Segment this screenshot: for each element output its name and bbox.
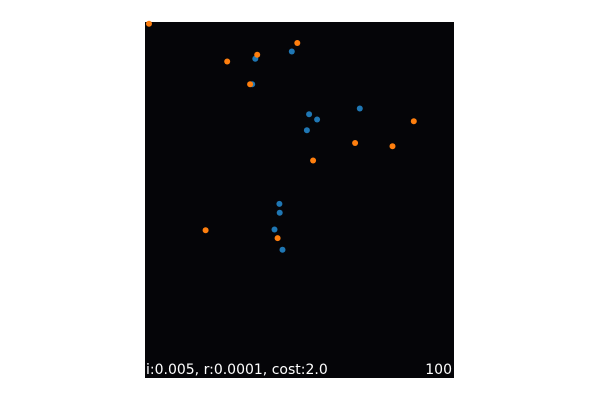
scatter-point-series-2-1 (146, 20, 152, 27)
scatter-point-series-2-9 (202, 227, 209, 234)
scatter-point-series-2-6 (410, 118, 417, 125)
scatter-point-series-1-6 (314, 116, 321, 123)
params-label: i:0.005, r:0.0001, cost:2.0 (146, 362, 328, 378)
scatter-point-series-1-10 (276, 200, 283, 207)
scatter-point-series-1-5 (306, 111, 313, 118)
plot-background (145, 22, 454, 378)
scatter-point-series-2-5 (247, 81, 254, 88)
scatter-point-series-2-11 (352, 140, 359, 146)
scatter-point-series-1-4 (356, 105, 363, 112)
points-layer (146, 20, 417, 253)
scatter-point-series-2-8 (310, 157, 317, 164)
scatter-point-series-1-9 (276, 209, 283, 216)
scatter-point-series-2-10 (274, 235, 281, 242)
scatter-point-series-2-3 (254, 51, 261, 58)
scatter-point-series-1-11 (279, 246, 286, 253)
step-counter: 100 (425, 362, 452, 378)
scatter-point-series-1-8 (271, 226, 278, 233)
scatter-point-series-2-4 (224, 58, 231, 65)
scatter-point-series-1-7 (303, 127, 310, 134)
scatter-point-series-2-7 (389, 143, 396, 150)
scatter-point-series-2-2 (294, 40, 301, 46)
scatter-point-series-1-1 (288, 48, 295, 55)
